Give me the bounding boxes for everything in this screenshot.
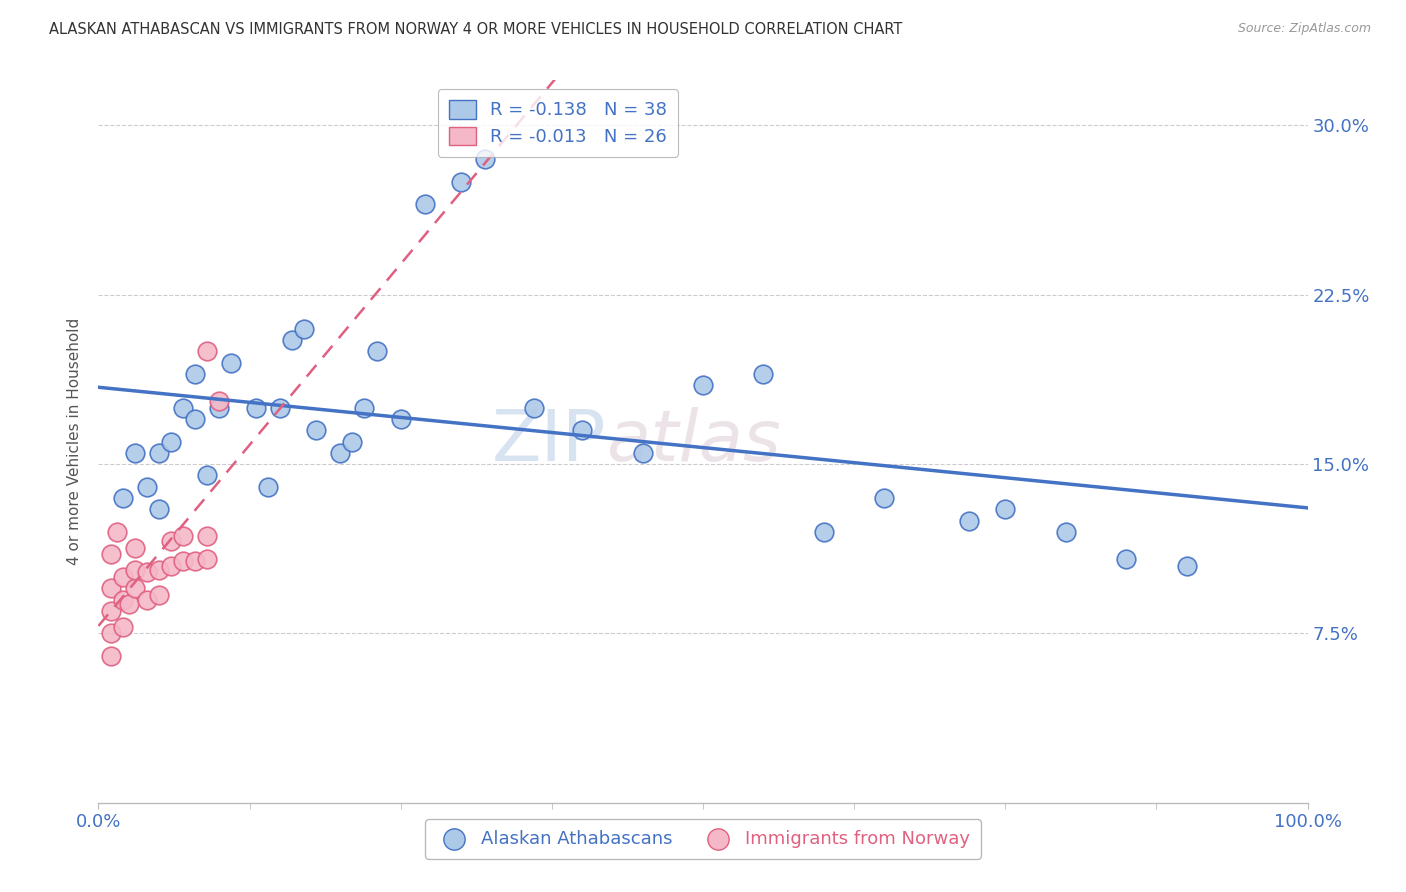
- Point: [100, 648, 122, 663]
- Point: [172, 529, 194, 543]
- Point: [208, 393, 231, 408]
- Point: [329, 446, 352, 460]
- Point: [631, 446, 654, 460]
- Point: [124, 446, 146, 460]
- Point: [195, 552, 218, 566]
- Point: [135, 592, 157, 607]
- Point: [342, 434, 364, 449]
- Text: ALASKAN ATHABASCAN VS IMMIGRANTS FROM NORWAY 4 OR MORE VEHICLES IN HOUSEHOLD COR: ALASKAN ATHABASCAN VS IMMIGRANTS FROM NO…: [49, 22, 903, 37]
- Point: [353, 401, 375, 415]
- Point: [292, 321, 315, 335]
- Point: [450, 175, 472, 189]
- Legend: Alaskan Athabascans, Immigrants from Norway: Alaskan Athabascans, Immigrants from Nor…: [425, 819, 981, 859]
- Text: ZIP: ZIP: [492, 407, 606, 476]
- Point: [160, 533, 183, 548]
- Point: [124, 582, 146, 596]
- Point: [100, 582, 122, 596]
- Point: [1054, 524, 1077, 539]
- Point: [256, 480, 278, 494]
- Point: [1115, 552, 1137, 566]
- Point: [1175, 558, 1198, 573]
- Point: [208, 401, 231, 415]
- Point: [100, 626, 122, 640]
- Point: [221, 355, 243, 369]
- Point: [105, 524, 128, 539]
- Point: [148, 588, 170, 602]
- Point: [124, 563, 146, 577]
- Point: [148, 563, 170, 577]
- Point: [523, 401, 546, 415]
- Point: [813, 524, 835, 539]
- Point: [172, 401, 194, 415]
- Point: [195, 468, 218, 483]
- Point: [994, 502, 1017, 516]
- Point: [752, 367, 775, 381]
- Point: [135, 480, 157, 494]
- Point: [184, 412, 207, 426]
- Point: [111, 620, 134, 634]
- Point: [692, 378, 714, 392]
- Point: [148, 502, 170, 516]
- Point: [281, 333, 304, 347]
- Text: atlas: atlas: [606, 407, 780, 476]
- Point: [366, 344, 388, 359]
- Point: [195, 529, 218, 543]
- Text: Source: ZipAtlas.com: Source: ZipAtlas.com: [1237, 22, 1371, 36]
- Point: [135, 566, 157, 580]
- Point: [111, 570, 134, 584]
- Point: [148, 446, 170, 460]
- Point: [957, 514, 980, 528]
- Point: [124, 541, 146, 555]
- Point: [100, 548, 122, 562]
- Point: [474, 153, 496, 167]
- Point: [269, 401, 291, 415]
- Point: [245, 401, 267, 415]
- Point: [100, 604, 122, 618]
- Y-axis label: 4 or more Vehicles in Household: 4 or more Vehicles in Household: [67, 318, 83, 566]
- Point: [111, 592, 134, 607]
- Point: [111, 491, 134, 505]
- Point: [184, 554, 207, 568]
- Point: [571, 423, 593, 437]
- Point: [118, 597, 141, 611]
- Point: [195, 344, 218, 359]
- Point: [389, 412, 412, 426]
- Point: [873, 491, 896, 505]
- Point: [172, 554, 194, 568]
- Point: [413, 197, 436, 211]
- Point: [160, 434, 183, 449]
- Point: [160, 558, 183, 573]
- Point: [184, 367, 207, 381]
- Point: [305, 423, 328, 437]
